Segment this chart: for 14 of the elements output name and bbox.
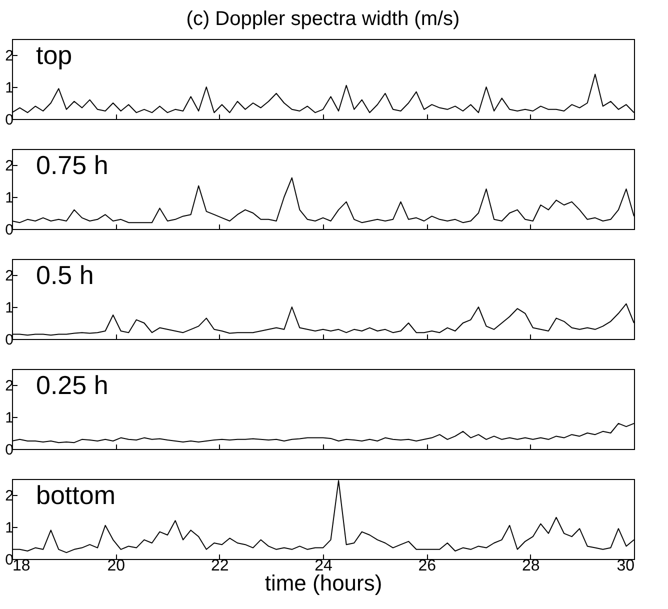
y-tick-label: 1: [5, 300, 14, 316]
annotation: 0.25 h: [36, 370, 108, 400]
x-tick-label: 28: [522, 558, 540, 574]
annotation: 0.5 h: [36, 260, 94, 290]
annotation: bottom: [36, 480, 116, 510]
annotation: top: [36, 40, 72, 70]
y-tick-label: 1: [5, 520, 14, 536]
y-tick-label: 1: [5, 410, 14, 426]
x-tick-label: 18: [12, 558, 30, 574]
x-tick-label: 30: [616, 558, 635, 574]
y-tick-label: 1: [5, 190, 14, 206]
chart-title: (c) Doppler spectra width (m/s): [186, 8, 460, 30]
y-tick-label: 1: [5, 80, 14, 96]
annotation: 0.75 h: [36, 150, 108, 180]
